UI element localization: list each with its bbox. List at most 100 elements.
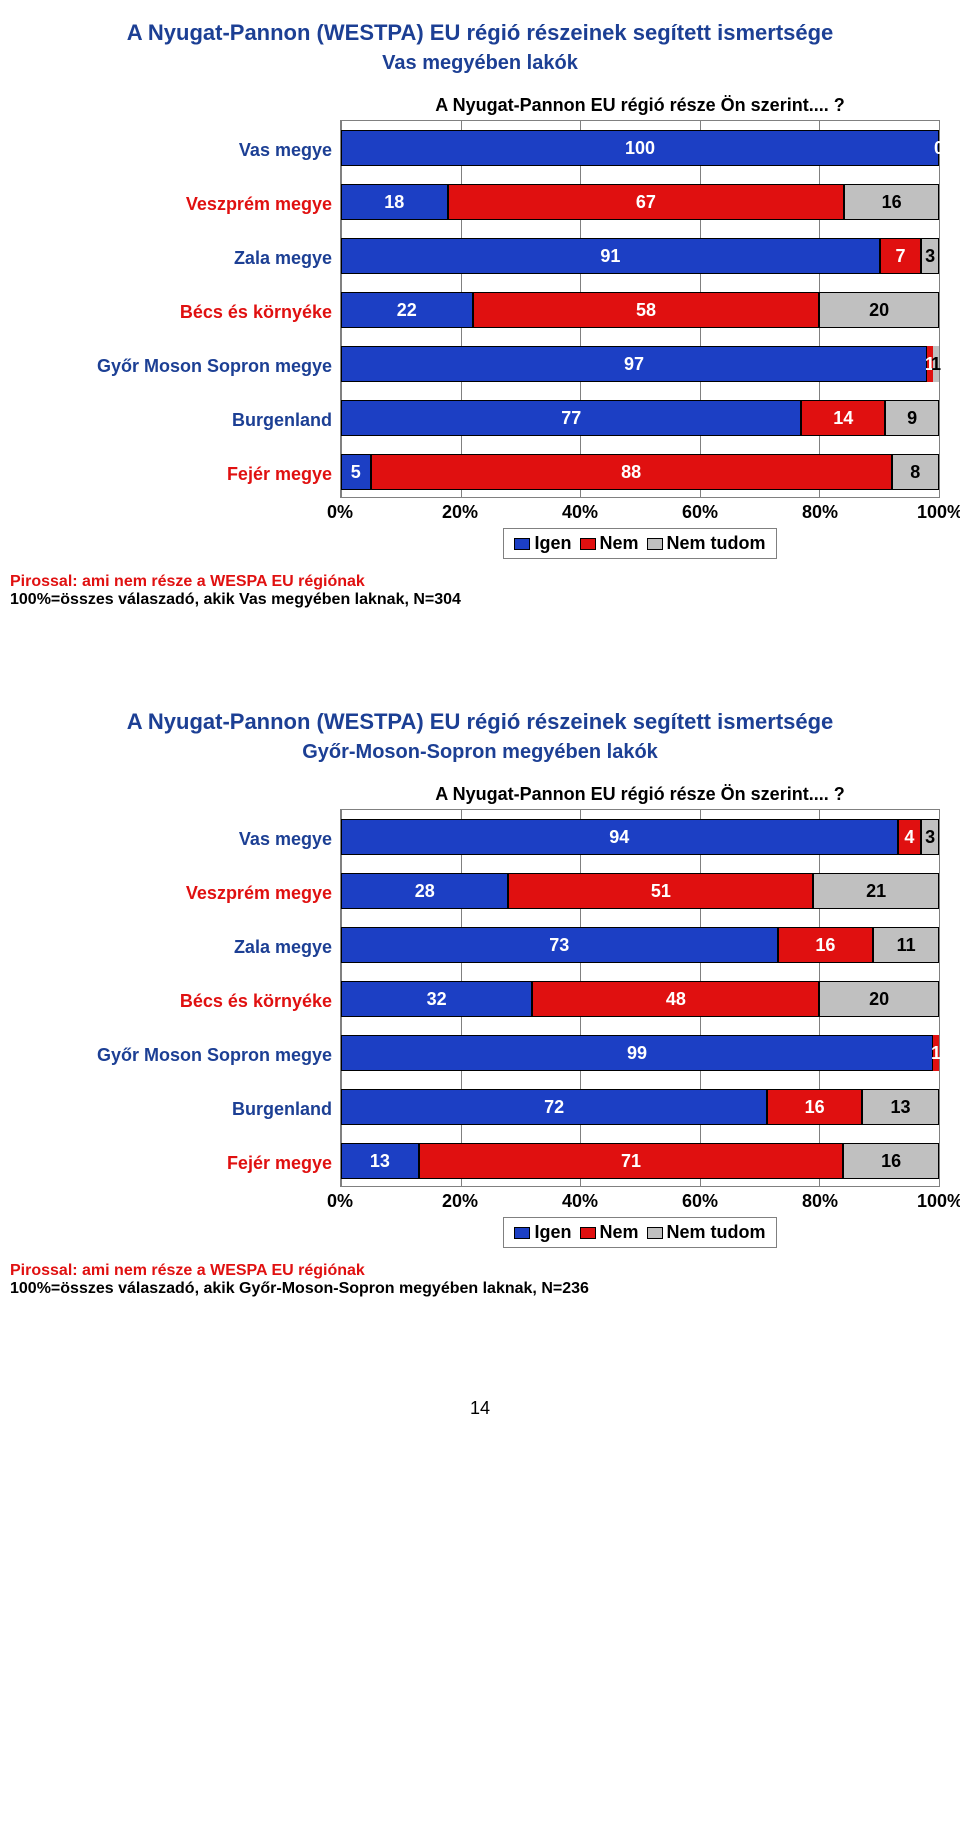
category-label: Veszprém megye [10,866,332,920]
legend-swatch [580,538,596,550]
plot-box: 9443285121731611324820991721613137116 [340,809,940,1187]
bar-segment: 20 [819,292,939,328]
x-tick-label: 20% [442,1191,478,1212]
page-number: 14 [10,1398,950,1419]
bar-row: 186716 [341,184,939,220]
category-label: Veszprém megye [10,177,332,231]
category-label: Bécs és környéke [10,974,332,1028]
bar-segment: 58 [473,292,820,328]
bar-segment: 99 [341,1035,933,1071]
category-label: Fejér megye [10,447,332,501]
plot-area: Vas megyeVeszprém megyeZala megyeBécs és… [10,784,950,1248]
bar-segment: 88 [371,454,892,490]
x-axis: 0%20%40%60%80%100% [340,1187,940,1211]
category-label: Vas megye [10,123,332,177]
footnote-black: 100%=összes válaszadó, akik Vas megyében… [10,591,950,609]
bar-segment: 11 [873,927,939,963]
bar-segment: 48 [532,981,819,1017]
category-label: Bécs és környéke [10,285,332,339]
bar-row: 9711 [341,346,939,382]
bar-segment: 3 [921,819,939,855]
legend-item: Nem [580,533,639,554]
bar-segment: 91 [341,238,880,274]
bar-segment: 100 [341,130,939,166]
legend-label: Igen [534,1222,571,1243]
plot-area: Vas megyeVeszprém megyeZala megyeBécs és… [10,95,950,559]
bar-row: 324820 [341,981,939,1017]
bar-segment: 16 [778,927,874,963]
x-tick-label: 60% [682,502,718,523]
x-tick-label: 60% [682,1191,718,1212]
legend-item: Igen [514,533,571,554]
footnote: Pirossal: ami nem része a WESPA EU régió… [10,573,950,609]
legend-label: Nem tudom [667,533,766,554]
category-label: Zala megye [10,231,332,285]
footnote-red: Pirossal: ami nem része a WESPA EU régió… [10,573,950,591]
category-label: Vas megye [10,812,332,866]
bar-segment: 67 [448,184,845,220]
bar-row: 137116 [341,1143,939,1179]
x-tick-label: 20% [442,502,478,523]
legend-label: Nem [600,1222,639,1243]
bar-segment: 9 [885,400,939,436]
chart-block: A Nyugat-Pannon (WESTPA) EU régió részei… [10,20,950,609]
bars-container: 9443285121731611324820991721613137116 [341,810,939,1186]
chart-subtitle: Vas megyében lakók [10,52,950,75]
legend-swatch [580,1227,596,1239]
bar-row: 721613 [341,1089,939,1125]
legend: Igen Nem Nem tudom [503,528,776,559]
legend-swatch [514,538,530,550]
legend: Igen Nem Nem tudom [503,1217,776,1248]
category-label: Győr Moson Sopron megye [10,1028,332,1082]
legend-swatch [647,538,663,550]
bar-row: 991 [341,1035,939,1071]
bar-segment: 71 [419,1143,844,1179]
footnote-red: Pirossal: ami nem része a WESPA EU régió… [10,1262,950,1280]
x-tick-label: 80% [802,1191,838,1212]
bar-segment: 73 [341,927,778,963]
legend-item: Nem tudom [647,533,766,554]
chart-title: A Nyugat-Pannon (WESTPA) EU régió részei… [10,709,950,735]
bar-row: 9173 [341,238,939,274]
bar-row: 285121 [341,873,939,909]
bar-segment: 7 [880,238,921,274]
bar-segment: 1 [933,346,939,382]
category-label: Burgenland [10,1082,332,1136]
bar-segment: 22 [341,292,473,328]
legend-swatch [647,1227,663,1239]
chart-block: A Nyugat-Pannon (WESTPA) EU régió részei… [10,709,950,1298]
chart-title: A Nyugat-Pannon (WESTPA) EU régió részei… [10,20,950,46]
inner-chart-title: A Nyugat-Pannon EU régió része Ön szerin… [340,95,940,116]
y-axis-labels: Vas megyeVeszprém megyeZala megyeBécs és… [10,784,340,1248]
inner-chart-title: A Nyugat-Pannon EU régió része Ön szerin… [340,784,940,805]
bars-container: 100018671691732258209711771495888 [341,121,939,497]
bar-row: 731611 [341,927,939,963]
bar-segment: 20 [819,981,939,1017]
legend-label: Igen [534,533,571,554]
bar-segment: 16 [843,1143,939,1179]
chart-subtitle: Győr-Moson-Sopron megyében lakók [10,741,950,764]
bar-segment: 1 [933,1035,939,1071]
bar-segment: 77 [341,400,801,436]
bar-row: 225820 [341,292,939,328]
legend-item: Nem tudom [647,1222,766,1243]
bar-row: 1000 [341,130,939,166]
bar-segment: 97 [341,346,927,382]
bar-segment: 14 [801,400,885,436]
footnote: Pirossal: ami nem része a WESPA EU régió… [10,1262,950,1298]
bar-segment: 72 [341,1089,767,1125]
x-tick-label: 40% [562,1191,598,1212]
bar-segment: 4 [898,819,922,855]
bar-segment: 8 [892,454,939,490]
bar-segment: 28 [341,873,508,909]
category-label: Győr Moson Sopron megye [10,339,332,393]
plot-right-column: A Nyugat-Pannon EU régió része Ön szerin… [340,784,940,1248]
legend-item: Nem [580,1222,639,1243]
x-tick-label: 0% [327,502,353,523]
bar-segment: 51 [508,873,813,909]
bar-segment: 13 [341,1143,419,1179]
y-axis-labels: Vas megyeVeszprém megyeZala megyeBécs és… [10,95,340,559]
bar-segment: 5 [341,454,371,490]
category-label: Fejér megye [10,1136,332,1190]
footnote-black: 100%=összes válaszadó, akik Győr-Moson-S… [10,1280,950,1298]
